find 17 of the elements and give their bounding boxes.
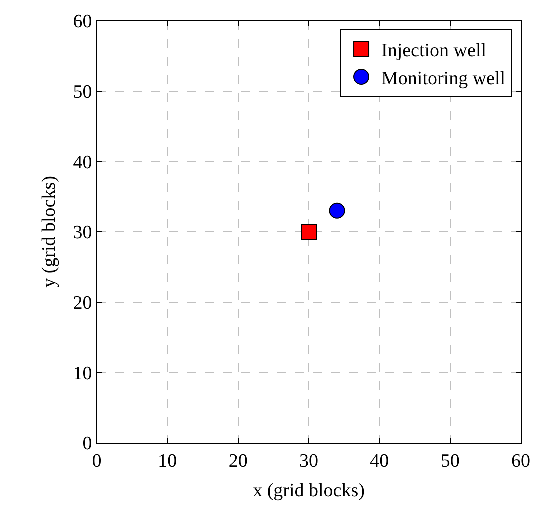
x-axis-title: x (grid blocks)	[253, 480, 365, 502]
x-tick-label: 40	[370, 450, 390, 472]
x-tick-label: 10	[158, 450, 178, 472]
y-axis-title: y (grid blocks)	[39, 176, 60, 288]
y-tick-label: 20	[73, 292, 92, 314]
y-tick-label: 40	[73, 152, 92, 174]
y-tick-label: 60	[73, 12, 92, 33]
legend-label: Injection well	[382, 40, 487, 62]
x-tick-label: 50	[440, 450, 460, 472]
y-tick-label: 50	[73, 82, 92, 103]
y-tick-label: 30	[73, 222, 92, 244]
y-tick-label: 0	[82, 434, 92, 455]
x-tick-label: 60	[512, 450, 530, 472]
x-tick-label: 30	[300, 450, 318, 472]
legend-label: Monitoring well	[382, 68, 506, 90]
y-tick-label: 10	[73, 363, 92, 384]
x-tick-label: 20	[228, 450, 248, 472]
